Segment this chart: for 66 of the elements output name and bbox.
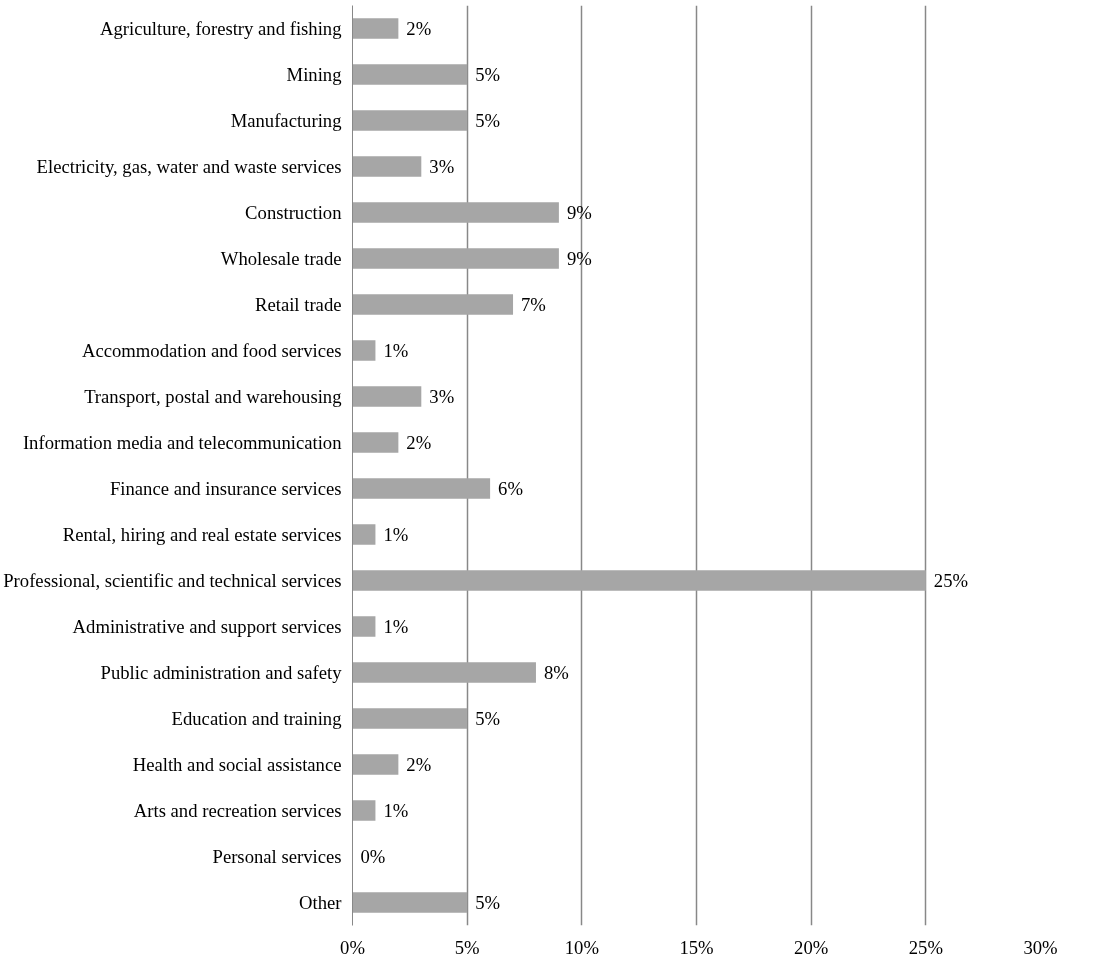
bar — [352, 18, 399, 39]
y-tick-label: Construction — [245, 202, 343, 223]
x-tick-label: 0% — [340, 936, 365, 958]
data-label: 6% — [498, 478, 523, 499]
data-label: 7% — [521, 294, 546, 315]
x-tick-label: 5% — [454, 936, 480, 958]
y-tick-label: Information media and telecommunication — [22, 432, 343, 453]
data-label: 5% — [475, 708, 501, 729]
y-tick-label: Finance and insurance services — [109, 478, 342, 499]
data-label: 1% — [383, 340, 409, 361]
y-tick-label: Education and training — [171, 708, 342, 729]
data-label: 1% — [383, 616, 409, 637]
data-label: 3% — [429, 156, 455, 177]
y-tick-label: Electricity, gas, water and waste services — [36, 156, 342, 177]
data-label: 2% — [406, 432, 432, 453]
y-tick-label: Administrative and support services — [72, 616, 342, 637]
x-tick-label: 25% — [908, 936, 943, 958]
bar — [352, 662, 536, 683]
y-tick-label: Health and social assistance — [132, 754, 342, 775]
y-tick-label: Mining — [286, 64, 342, 85]
y-tick-label: Other — [299, 892, 343, 913]
bar — [352, 294, 514, 315]
data-label: 2% — [406, 754, 432, 775]
x-tick-label: 20% — [794, 936, 829, 958]
data-label: 5% — [475, 892, 501, 913]
bar — [352, 432, 399, 453]
bar — [352, 570, 926, 591]
data-label: 1% — [383, 800, 409, 821]
data-label: 5% — [475, 110, 501, 131]
data-label: 1% — [383, 524, 409, 545]
y-tick-label: Manufacturing — [230, 110, 342, 131]
y-tick-label: Arts and recreation services — [133, 800, 342, 821]
bar — [352, 892, 468, 913]
bar — [352, 64, 468, 85]
data-label: 2% — [406, 18, 432, 39]
y-tick-label: Personal services — [212, 846, 342, 867]
y-tick-label: Agriculture, forestry and fishing — [100, 18, 342, 39]
bar — [352, 800, 376, 821]
y-tick-label: Professional, scientific and technical services — [3, 570, 342, 591]
y-tick-label: Public administration and safety — [100, 662, 343, 683]
bar — [352, 110, 468, 131]
data-label: 25% — [933, 570, 969, 591]
bar — [352, 708, 468, 729]
bar — [352, 202, 559, 223]
y-tick-label: Wholesale trade — [220, 248, 342, 269]
x-tick-label: 30% — [1023, 936, 1058, 958]
y-tick-label: Retail trade — [255, 294, 342, 315]
bar — [352, 156, 422, 177]
data-label: 9% — [566, 202, 592, 223]
data-label: 0% — [360, 846, 386, 867]
bar — [352, 340, 376, 361]
bar — [352, 616, 376, 637]
bar — [352, 248, 559, 269]
y-tick-label: Rental, hiring and real estate services — [62, 524, 342, 545]
y-tick-label: Accommodation and food services — [81, 340, 342, 361]
bar — [352, 754, 399, 775]
y-tick-label: Transport, postal and warehousing — [84, 386, 342, 407]
bar — [352, 386, 422, 407]
bar — [352, 478, 491, 499]
x-tick-label: 10% — [564, 936, 599, 958]
data-label: 9% — [566, 248, 592, 269]
data-label: 3% — [429, 386, 455, 407]
x-tick-label: 15% — [679, 936, 714, 958]
data-label: 8% — [543, 662, 569, 683]
bar — [352, 524, 376, 545]
data-label: 5% — [475, 64, 501, 85]
